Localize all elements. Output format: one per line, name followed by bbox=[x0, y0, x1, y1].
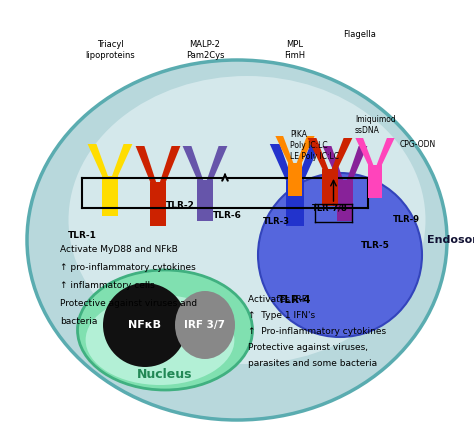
Polygon shape bbox=[337, 180, 353, 221]
Text: TLR-2: TLR-2 bbox=[166, 201, 195, 210]
Polygon shape bbox=[286, 181, 304, 226]
Polygon shape bbox=[368, 165, 382, 198]
Polygon shape bbox=[292, 144, 320, 194]
Text: ↑ pro-inflammatory cytokines: ↑ pro-inflammatory cytokines bbox=[60, 263, 196, 272]
Text: TLR-9: TLR-9 bbox=[393, 216, 420, 225]
Text: ↑ inflammatory cells: ↑ inflammatory cells bbox=[60, 281, 155, 290]
Polygon shape bbox=[328, 138, 352, 180]
Polygon shape bbox=[288, 163, 302, 196]
Polygon shape bbox=[323, 146, 347, 192]
Polygon shape bbox=[102, 176, 118, 216]
Polygon shape bbox=[270, 144, 298, 194]
Polygon shape bbox=[343, 146, 367, 192]
Text: MPL
FimH: MPL FimH bbox=[284, 40, 306, 60]
Polygon shape bbox=[182, 146, 208, 192]
Ellipse shape bbox=[78, 270, 253, 390]
Text: TLR-3: TLR-3 bbox=[263, 218, 290, 227]
Text: CPG-ODN: CPG-ODN bbox=[400, 140, 436, 149]
Polygon shape bbox=[150, 182, 166, 226]
Text: TLR-6: TLR-6 bbox=[213, 210, 242, 219]
Text: Activate MyD88 and NFkB: Activate MyD88 and NFkB bbox=[60, 245, 178, 254]
Circle shape bbox=[258, 173, 422, 337]
Text: IRF 3/7: IRF 3/7 bbox=[184, 320, 226, 330]
Polygon shape bbox=[308, 138, 332, 180]
Text: ↑  Type 1 IFN's: ↑ Type 1 IFN's bbox=[248, 311, 315, 320]
Ellipse shape bbox=[175, 291, 235, 359]
Text: TLR-7/8: TLR-7/8 bbox=[312, 204, 348, 213]
Polygon shape bbox=[155, 146, 181, 195]
Text: Triacyl
lipoproteins: Triacyl lipoproteins bbox=[85, 40, 135, 60]
Text: MALP-2
Pam2Cys: MALP-2 Pam2Cys bbox=[186, 40, 224, 60]
Polygon shape bbox=[275, 136, 297, 173]
Polygon shape bbox=[202, 146, 228, 192]
Polygon shape bbox=[197, 180, 213, 221]
Text: NFκB: NFκB bbox=[128, 320, 162, 330]
Text: PIKA
Poly IC:LC
LE Poly IC:LC: PIKA Poly IC:LC LE Poly IC:LC bbox=[290, 130, 339, 161]
Polygon shape bbox=[322, 169, 338, 206]
Text: TLR-5: TLR-5 bbox=[361, 241, 390, 250]
Ellipse shape bbox=[86, 295, 234, 385]
Text: TLR-1: TLR-1 bbox=[68, 230, 96, 239]
Ellipse shape bbox=[69, 76, 426, 364]
Text: Protective against viruses and: Protective against viruses and bbox=[60, 299, 197, 308]
Text: ↑  Pro-inflammatory cytokines: ↑ Pro-inflammatory cytokines bbox=[248, 327, 386, 336]
Text: Protective against viruses,: Protective against viruses, bbox=[248, 343, 368, 352]
Text: Activates IRF: Activates IRF bbox=[248, 295, 307, 304]
Polygon shape bbox=[293, 136, 315, 173]
Polygon shape bbox=[88, 144, 112, 188]
Text: parasites and some bacteria: parasites and some bacteria bbox=[248, 359, 377, 368]
Circle shape bbox=[103, 283, 187, 367]
Text: Imiquimod
ssDNA: Imiquimod ssDNA bbox=[355, 115, 396, 135]
Text: Endosome: Endosome bbox=[427, 235, 474, 245]
Text: TLR-4: TLR-4 bbox=[278, 295, 312, 305]
Ellipse shape bbox=[27, 60, 447, 420]
Polygon shape bbox=[108, 144, 132, 188]
Text: bacteria: bacteria bbox=[60, 317, 97, 326]
Polygon shape bbox=[136, 146, 160, 195]
Polygon shape bbox=[356, 138, 377, 175]
Text: Nucleus: Nucleus bbox=[137, 368, 193, 382]
Text: Flagella: Flagella bbox=[344, 30, 376, 39]
Polygon shape bbox=[373, 138, 394, 175]
